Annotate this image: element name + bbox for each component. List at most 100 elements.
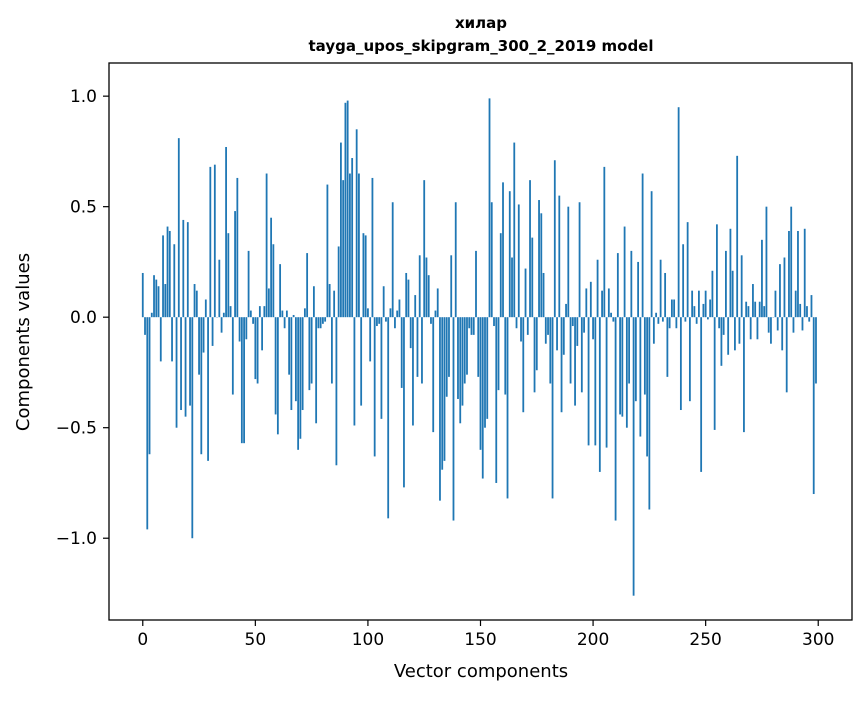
bar <box>259 306 261 317</box>
bar <box>615 317 617 520</box>
bar <box>223 313 225 317</box>
bar <box>775 291 777 318</box>
bar <box>570 317 572 383</box>
bar <box>619 317 621 414</box>
bar <box>365 235 367 317</box>
bar <box>730 229 732 317</box>
y-axis-label: Components values <box>13 253 34 431</box>
bar <box>664 273 666 317</box>
x-tick-label: 300 <box>802 630 834 650</box>
y-tick-label: −0.5 <box>56 419 97 439</box>
bar <box>527 317 529 335</box>
bar <box>612 317 614 321</box>
bar <box>198 317 200 374</box>
bar <box>599 317 601 472</box>
bar <box>475 251 477 317</box>
bar <box>579 202 581 317</box>
bar <box>457 317 459 399</box>
bar <box>507 317 509 498</box>
bar <box>563 317 565 355</box>
bar <box>721 317 723 366</box>
bar <box>581 317 583 392</box>
x-tick-label: 150 <box>464 630 496 650</box>
bar <box>304 308 306 317</box>
bar <box>185 317 187 416</box>
bar <box>176 317 178 428</box>
bar <box>682 244 684 317</box>
bar <box>802 317 804 330</box>
bar <box>718 317 720 328</box>
bar <box>191 317 193 538</box>
bar <box>164 284 166 317</box>
bar <box>410 317 412 348</box>
bar <box>759 302 761 317</box>
bar <box>270 218 272 317</box>
bar <box>675 317 677 328</box>
bar <box>712 271 714 317</box>
bar <box>669 317 671 328</box>
bar <box>444 317 446 461</box>
bar <box>356 129 358 317</box>
bar <box>513 143 515 318</box>
bar <box>723 317 725 335</box>
chart-title: хилар <box>455 14 507 32</box>
bar <box>752 284 754 317</box>
bar <box>606 317 608 447</box>
bar <box>495 317 497 483</box>
bar <box>741 255 743 317</box>
x-tick-label: 0 <box>137 630 148 650</box>
bar <box>779 264 781 317</box>
bar <box>320 317 322 328</box>
bar <box>666 317 668 377</box>
bar <box>500 233 502 317</box>
chart-subtitle: tayga_upos_skipgram_300_2_2019 model <box>309 37 654 55</box>
x-axis-label: Vector components <box>394 661 568 682</box>
bar <box>671 300 673 318</box>
bar <box>430 317 432 324</box>
bar <box>520 317 522 341</box>
bar <box>565 304 567 317</box>
bar <box>347 101 349 318</box>
bar <box>608 288 610 317</box>
bar <box>428 275 430 317</box>
bar <box>790 207 792 318</box>
bar <box>628 317 630 383</box>
bar <box>315 317 317 423</box>
bar <box>333 291 335 318</box>
bar <box>162 235 164 317</box>
bar <box>757 317 759 339</box>
bar <box>200 317 202 454</box>
bar <box>225 147 227 317</box>
bar <box>144 317 146 335</box>
bar <box>196 291 198 318</box>
bar <box>396 311 398 318</box>
bar <box>655 313 657 317</box>
bar <box>732 271 734 317</box>
bar <box>435 311 437 318</box>
bar <box>639 317 641 436</box>
bar <box>313 286 315 317</box>
bar <box>207 317 209 461</box>
bar <box>243 317 245 443</box>
x-tick-label: 100 <box>352 630 384 650</box>
bar <box>293 315 295 317</box>
bar <box>462 317 464 405</box>
bar <box>489 98 491 317</box>
bar <box>387 317 389 518</box>
bar <box>392 202 394 317</box>
bar <box>813 317 815 494</box>
bar <box>750 317 752 339</box>
bar <box>657 317 659 324</box>
bar <box>766 207 768 318</box>
bar <box>743 317 745 432</box>
bar <box>662 317 664 321</box>
bar <box>480 317 482 450</box>
bar <box>299 317 301 439</box>
bar <box>403 317 405 487</box>
bar <box>437 288 439 317</box>
bar <box>263 306 265 317</box>
bar <box>354 317 356 425</box>
bar <box>239 317 241 341</box>
bar <box>594 317 596 445</box>
bar <box>576 317 578 346</box>
